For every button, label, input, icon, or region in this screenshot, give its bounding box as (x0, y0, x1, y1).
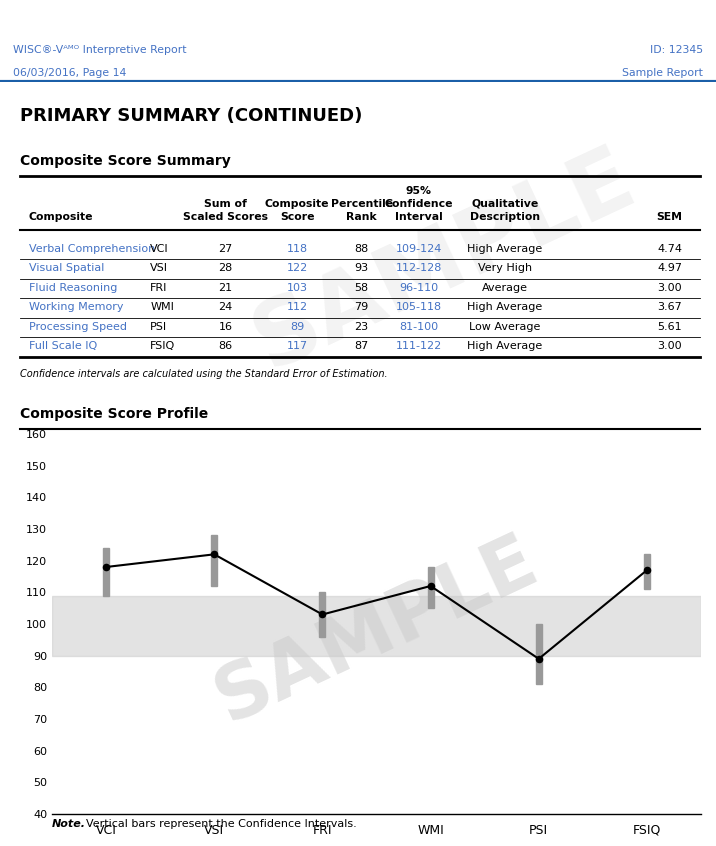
Text: 3.00: 3.00 (657, 341, 682, 351)
Bar (536, 624, 542, 684)
Text: Composite Score Summary: Composite Score Summary (20, 154, 231, 168)
Text: 105-118: 105-118 (396, 302, 442, 312)
Point (642, 563, 653, 577)
Text: Working Memory: Working Memory (29, 302, 123, 312)
Text: Confidence intervals are calculated using the Standard Error of Estimation.: Confidence intervals are calculated usin… (20, 369, 387, 379)
Text: Average: Average (482, 283, 528, 293)
Text: Composite: Composite (265, 199, 329, 209)
Bar (211, 536, 217, 586)
Text: Vertical bars represent the Confidence Intervals.: Vertical bars represent the Confidence I… (87, 819, 357, 829)
Text: Confidence: Confidence (384, 199, 453, 209)
Text: WISC®-Vᴬᴹᴼ Interpretive Report: WISC®-Vᴬᴹᴼ Interpretive Report (13, 45, 186, 55)
Text: Processing Speed: Processing Speed (29, 321, 127, 332)
Text: Score: Score (280, 212, 314, 222)
Text: WMI: WMI (150, 302, 174, 312)
Text: 5.61: 5.61 (657, 321, 682, 332)
Bar (319, 592, 325, 637)
Text: 117: 117 (286, 341, 308, 351)
Text: 16: 16 (218, 321, 233, 332)
Text: 87: 87 (354, 341, 369, 351)
Text: Sample Report: Sample Report (622, 68, 703, 78)
Text: Percentile: Percentile (331, 199, 392, 209)
Text: 28: 28 (218, 263, 233, 273)
Text: Note.: Note. (52, 819, 86, 829)
Text: High Average: High Average (467, 341, 543, 351)
Text: 88: 88 (354, 244, 369, 254)
Text: 122: 122 (286, 263, 308, 273)
Bar (427, 567, 434, 608)
Bar (103, 548, 109, 596)
Text: PSI: PSI (150, 321, 168, 332)
Text: Full Scale IQ: Full Scale IQ (29, 341, 97, 351)
Text: Interval: Interval (395, 212, 442, 222)
Text: 109-124: 109-124 (396, 244, 442, 254)
Text: Low Average: Low Average (469, 321, 541, 332)
Text: 89: 89 (290, 321, 304, 332)
Text: Sum of: Sum of (204, 199, 247, 209)
Text: 93: 93 (354, 263, 369, 273)
Text: 111-122: 111-122 (396, 341, 442, 351)
Text: 4.74: 4.74 (657, 244, 682, 254)
Point (425, 580, 436, 593)
Text: 118: 118 (286, 244, 308, 254)
Text: 86: 86 (218, 341, 233, 351)
Text: Visual Spatial: Visual Spatial (29, 263, 104, 273)
Text: Description: Description (470, 212, 540, 222)
Bar (644, 554, 650, 589)
Text: 4.97: 4.97 (657, 263, 682, 273)
Text: PRIMARY SUMMARY (CONTINUED): PRIMARY SUMMARY (CONTINUED) (20, 107, 362, 125)
Text: Verbal Comprehension: Verbal Comprehension (29, 244, 155, 254)
Text: 95%: 95% (406, 186, 432, 196)
Text: 21: 21 (218, 283, 233, 293)
Text: 112-128: 112-128 (396, 263, 442, 273)
Bar (52, 596, 701, 656)
Text: Composite Score Profile: Composite Score Profile (20, 407, 208, 421)
Text: 58: 58 (354, 283, 369, 293)
Text: 112: 112 (286, 302, 308, 312)
Text: 24: 24 (218, 302, 233, 312)
Text: Fluid Reasoning: Fluid Reasoning (29, 283, 117, 293)
Point (100, 560, 112, 574)
Point (533, 652, 544, 666)
Text: 103: 103 (286, 283, 308, 293)
Text: Qualitative: Qualitative (471, 199, 538, 209)
Text: 3.67: 3.67 (657, 302, 682, 312)
Text: SAMPLE: SAMPLE (203, 524, 549, 737)
Text: Scaled Scores: Scaled Scores (183, 212, 268, 222)
Text: 79: 79 (354, 302, 369, 312)
Point (208, 547, 220, 561)
Text: 81-100: 81-100 (400, 321, 438, 332)
Text: Very High: Very High (478, 263, 532, 273)
Text: ID: 12345: ID: 12345 (650, 45, 703, 55)
Text: FRI: FRI (150, 283, 168, 293)
Text: 27: 27 (218, 244, 233, 254)
Text: Rank: Rank (347, 212, 377, 222)
Text: SEM: SEM (657, 212, 682, 222)
Text: Composite: Composite (29, 212, 93, 222)
Text: 3.00: 3.00 (657, 283, 682, 293)
Point (316, 607, 328, 621)
Text: 23: 23 (354, 321, 369, 332)
Text: High Average: High Average (467, 302, 543, 312)
Text: SAMPLE: SAMPLE (240, 135, 648, 387)
Text: VSI: VSI (150, 263, 168, 273)
Text: 06/03/2016, Page 14: 06/03/2016, Page 14 (13, 68, 126, 78)
Text: VCI: VCI (150, 244, 169, 254)
Text: High Average: High Average (467, 244, 543, 254)
Text: FSIQ: FSIQ (150, 341, 175, 351)
Text: 96-110: 96-110 (400, 283, 438, 293)
